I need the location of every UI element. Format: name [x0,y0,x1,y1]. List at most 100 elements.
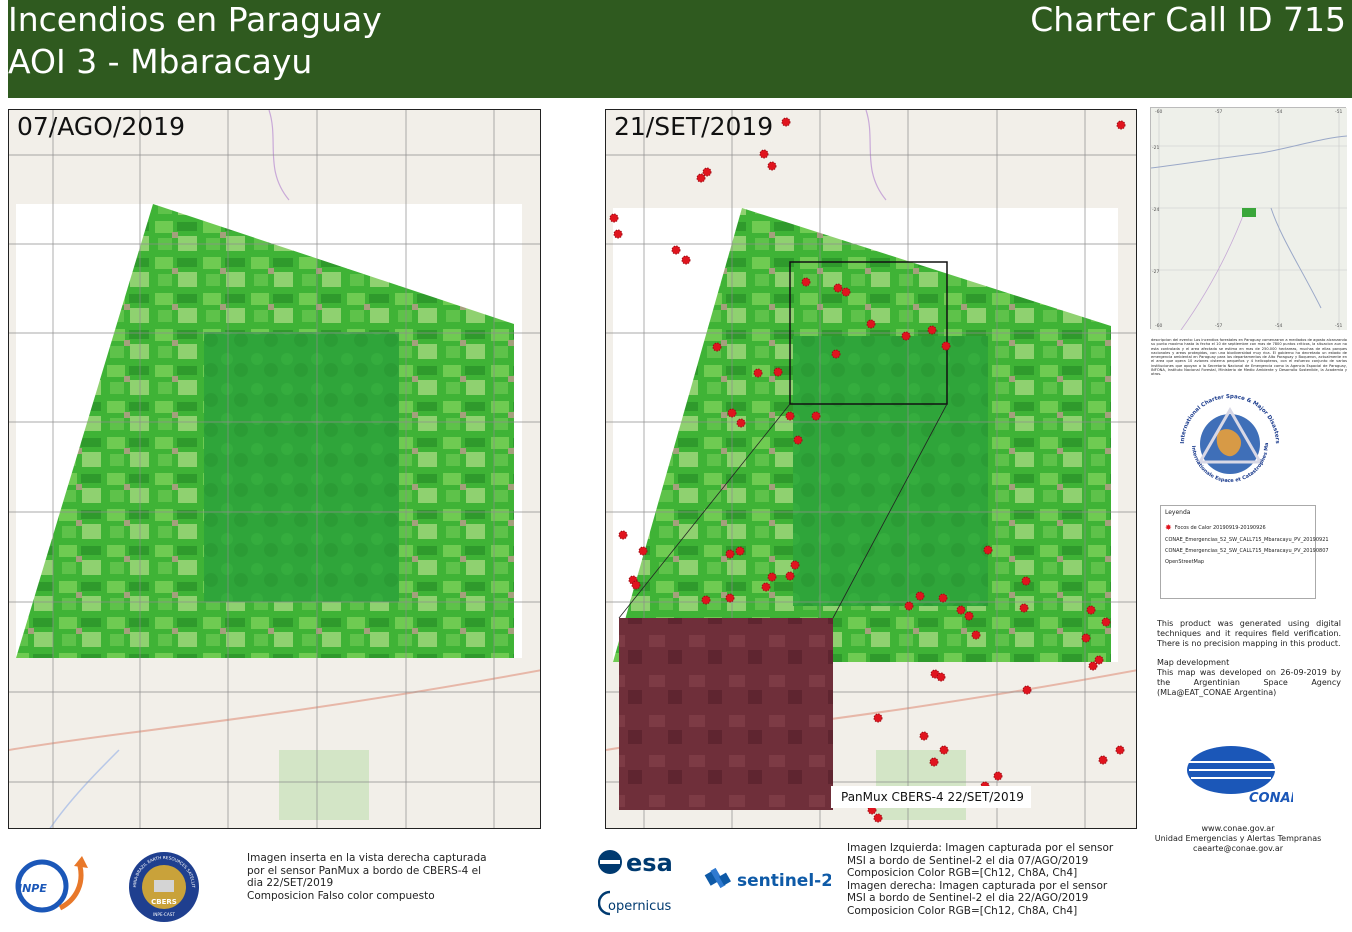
inset-caption-line: por el sensor PanMux a bordo de CBERS-4 … [247,864,482,877]
protected-area [279,750,369,820]
svg-text:-57: -57 [1215,323,1222,329]
images-caption-line: Imagen Izquierda: Imagen capturada por e… [847,842,1114,854]
fire-hotspot-marker [938,593,948,603]
svg-text:sentinel-2: sentinel-2 [737,871,831,891]
inpe-logo-graphic: INPE [15,856,88,913]
title-line-1: Incendios en Paraguay [8,0,382,39]
fire-hotspot-marker [790,560,800,570]
svg-text:-51: -51 [1335,323,1342,329]
sentinel-logo-graphic: sentinel-2 [704,867,833,891]
fire-hotspot-marker [833,283,843,293]
fire-hotspot-marker [1098,755,1108,765]
legend-box: Leyenda ✸ Focos de Calor 20190919-201909… [1160,505,1329,599]
fire-hotspot-marker [956,605,966,615]
fire-hotspot-marker [1094,655,1104,665]
inpe-logo: INPE [10,850,96,924]
cbers-logo: CHINA-BRAZIL EARTH RESOURCES SATELLITE C… [125,846,202,924]
header-bar: Incendios en Paraguay AOI 3 - Mbaracayu … [8,0,1352,98]
fire-hotspot-marker [1021,576,1031,586]
protected-area [876,750,966,820]
images-caption-line: Composicion Color RGB=[Ch12, Ch8A, Ch4] [847,867,1078,880]
legend-item-fires: ✸ Focos de Calor 20190919-20190926 [1165,524,1311,532]
svg-text:-57: -57 [1215,109,1222,115]
fire-hotspot-marker [785,411,795,421]
map-panel-left: 07/AGO/2019 [8,109,541,829]
fire-hotspot-marker [761,582,771,592]
fire-hotspot-marker [759,149,769,159]
fire-hotspot-marker [936,672,946,682]
legend-label: CONAE_Emergencias_52_SW_CALL715_Mbaracay… [1165,548,1329,554]
international-charter-logo: International Charter Space & Major Disa… [1168,384,1290,498]
fire-hotspot-marker [1088,661,1098,671]
conae-unit: Unidad Emergencias y Alertas Tempranas [1154,834,1322,843]
fire-hotspot-marker [873,713,883,723]
conae-logo: CONAE [1183,740,1300,810]
charter-call-id: Charter Call ID 715 [1030,0,1346,39]
inset-image-label: PanMux CBERS-4 22/SET/2019 [831,786,1031,808]
right-map-date: 21/SET/2019 [614,112,774,141]
svg-text:-51: -51 [1335,109,1342,115]
svg-text:-60: -60 [1155,109,1162,115]
svg-text:INPE: INPE [18,882,47,895]
map-panel-right: 21/SET/2019 PanMux CBERS-4 22/SET/2019 [605,109,1137,829]
images-caption: Imagen Izquierda: Imagen capturada por e… [847,842,1137,918]
fire-hotspot-marker [1081,633,1091,643]
title-line-2: AOI 3 - Mbaracayu [8,42,313,81]
fire-hotspot-marker [1116,120,1126,130]
fire-hotspot-marker [767,572,777,582]
event-description: descripcion del evento: Los incendios fo… [1151,338,1347,377]
fire-hotspot-marker [929,757,939,767]
fire-hotspots [609,117,1126,823]
svg-text:-60: -60 [1155,323,1162,329]
panmux-inset-image [619,618,833,810]
legend-item-layer-0921: CONAE_Emergencias_52_SW_CALL715_Mbaracay… [1165,537,1329,543]
conae-website[interactable]: www.conae.gov.ar [1201,824,1275,833]
svg-text:-27: -27 [1152,269,1159,275]
svg-text:-54: -54 [1275,323,1282,329]
fire-hotspot-marker [867,805,877,815]
map-development: Map development This map was developed o… [1157,658,1341,698]
fire-hotspot-marker [696,173,706,183]
zoom-extent-box [789,261,948,405]
esa-logo-graphic: esa [598,849,673,877]
svg-text:INPE·CAST: INPE·CAST [153,912,175,917]
left-map-date: 07/AGO/2019 [17,112,185,141]
fire-hotspot-marker [939,745,949,755]
fire-hotspot-marker [725,549,735,559]
zoom-connector-left [618,403,791,619]
mbaracayu-forest-block [204,332,399,602]
fire-hotspot-marker [671,245,681,255]
fire-hotspot-marker [773,367,783,377]
fire-hotspot-marker [701,595,711,605]
fire-hotspot-marker [1086,605,1096,615]
fire-hotspot-marker [801,277,811,287]
fire-star-icon: ✸ [1165,523,1172,532]
legend-item-osm: OpenStreetMap [1165,559,1311,565]
svg-text:-21: -21 [1152,145,1159,151]
images-caption-line: MSI a bordo de Sentinel-2 el dia 07/AGO/… [847,854,1089,867]
fire-hotspot-marker [919,731,929,741]
aoi-location-marker [1242,208,1256,217]
satellite-icon [704,867,731,889]
esa-logo: esa [596,846,682,878]
images-caption-line: Composicion Color RGB=[Ch12, Ch8A, Ch4] [847,904,1078,917]
fire-hotspot-marker [1022,685,1032,695]
conae-contact: www.conae.gov.ar Unidad Emergencias y Al… [1140,824,1336,854]
fire-hotspot-marker [638,546,648,556]
fire-hotspot-marker [781,117,791,127]
fire-hotspot-marker [767,161,777,171]
locator-map-canvas: -60 -57 -54 -51 -60 -57 -54 -51 -21 -24 -27 [1150,108,1348,331]
fire-hotspot-marker [613,229,623,239]
conae-email[interactable]: caearte@conae.gov.ar [1192,844,1284,853]
svg-text:opernicus: opernicus [608,899,672,914]
fire-hotspot-marker [971,630,981,640]
legend-item-layer-0807: CONAE_Emergencias_52_SW_CALL715_Mbaracay… [1165,548,1329,554]
images-caption-line: Imagen derecha: Imagen capturada por el … [847,879,1108,892]
svg-text:esa: esa [626,849,673,877]
mbaracayu-forest-block [793,336,988,606]
legend-label: Focos de Calor 20190919-20190926 [1174,525,1266,531]
legend-title: Leyenda [1165,509,1191,516]
cbers-logo-graphic: CHINA-BRAZIL EARTH RESOURCES SATELLITE C… [125,846,199,922]
sentinel-2-logo: sentinel-2 [701,862,833,894]
inset-caption-line: Composicion Falso color compuesto [247,889,435,902]
